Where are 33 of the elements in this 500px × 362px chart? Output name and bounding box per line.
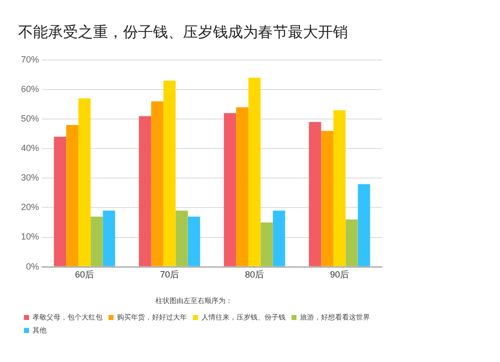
x-tick-label: 70后 bbox=[160, 270, 180, 280]
x-tick-label: 90后 bbox=[330, 270, 350, 280]
y-tick-label: 0% bbox=[26, 261, 40, 272]
bar bbox=[78, 98, 91, 266]
y-tick-label: 10% bbox=[21, 232, 40, 242]
bar bbox=[358, 184, 370, 266]
bar bbox=[346, 220, 358, 266]
bar bbox=[90, 216, 103, 266]
bar bbox=[321, 130, 334, 266]
bar bbox=[188, 216, 200, 266]
y-tick-label: 20% bbox=[21, 202, 40, 212]
y-tick-label: 40% bbox=[21, 143, 40, 154]
bar bbox=[138, 116, 152, 266]
x-tick-label: 80后 bbox=[244, 270, 264, 280]
bar bbox=[54, 136, 66, 266]
y-tick-label: 60% bbox=[21, 84, 40, 94]
y-tick-label: 70% bbox=[21, 54, 40, 64]
bar bbox=[176, 210, 188, 266]
bar bbox=[163, 80, 176, 266]
bar bbox=[236, 107, 248, 266]
bar bbox=[224, 113, 236, 266]
bar bbox=[102, 210, 116, 266]
y-tick-label: 50% bbox=[21, 114, 40, 124]
chart-title: 不能承受之重，份子钱、压岁钱成为春节最大开销 bbox=[18, 22, 348, 41]
bar bbox=[272, 210, 286, 266]
bar bbox=[308, 122, 322, 266]
bar bbox=[260, 222, 273, 266]
bar bbox=[66, 124, 78, 266]
y-tick-label: 30% bbox=[21, 172, 40, 183]
bar bbox=[248, 78, 261, 266]
bar bbox=[151, 101, 164, 266]
x-tick-label: 60后 bbox=[75, 270, 94, 280]
bar bbox=[333, 110, 346, 266]
